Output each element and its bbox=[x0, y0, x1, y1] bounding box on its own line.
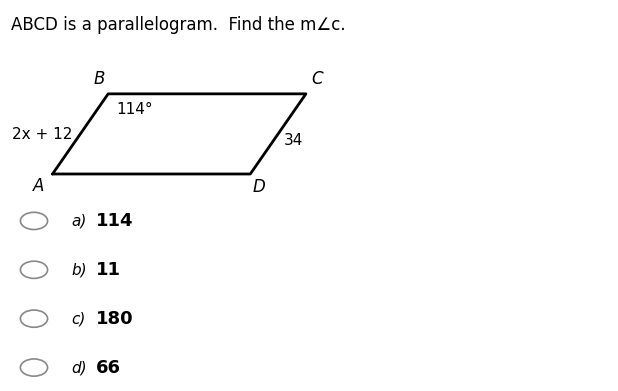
Text: 2x + 12: 2x + 12 bbox=[12, 127, 73, 142]
Text: 66: 66 bbox=[96, 359, 121, 377]
Text: 180: 180 bbox=[96, 310, 133, 328]
Text: d): d) bbox=[71, 360, 87, 375]
Text: b): b) bbox=[71, 262, 87, 277]
Text: c): c) bbox=[71, 311, 85, 326]
Text: 114: 114 bbox=[96, 212, 133, 230]
Text: D: D bbox=[252, 178, 265, 196]
Text: 34: 34 bbox=[284, 133, 303, 148]
Text: 114°: 114° bbox=[116, 102, 153, 117]
Text: ABCD is a parallelogram.  Find the m∠c.: ABCD is a parallelogram. Find the m∠c. bbox=[11, 16, 345, 34]
Text: a): a) bbox=[71, 213, 87, 228]
Text: C: C bbox=[311, 70, 323, 88]
Text: 11: 11 bbox=[96, 261, 121, 279]
Text: A: A bbox=[33, 177, 44, 195]
Text: B: B bbox=[94, 70, 105, 88]
